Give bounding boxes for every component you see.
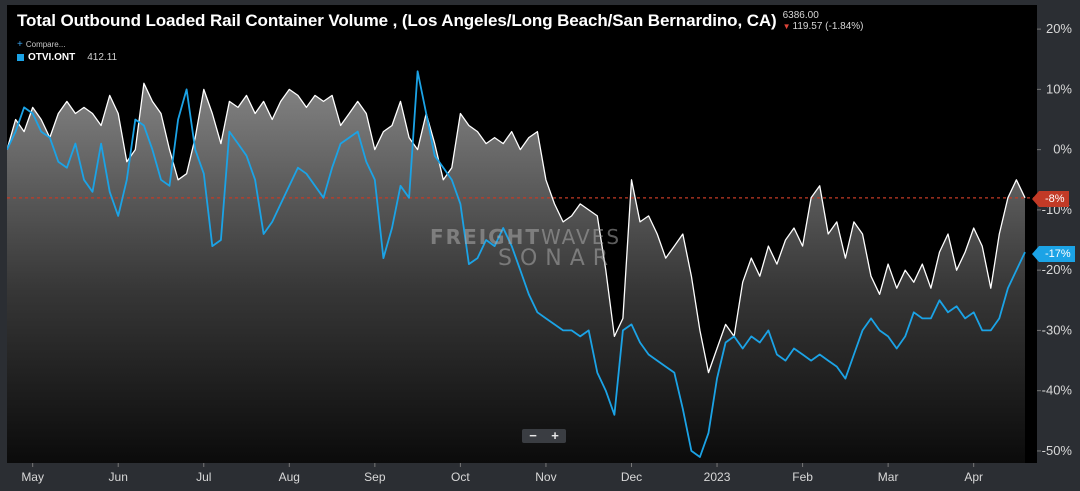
series-line-0 bbox=[7, 82, 1026, 374]
price-quote: 6386.00 ▼ 119.57 (-1.84%) bbox=[783, 10, 864, 32]
x-tick-label: Dec bbox=[621, 470, 642, 484]
x-tick-label: Sep bbox=[364, 470, 386, 484]
plot-area[interactable] bbox=[7, 5, 1037, 463]
x-tick-label: Feb bbox=[792, 470, 813, 484]
change-value: ▼ 119.57 (-1.84%) bbox=[783, 21, 864, 32]
series-line-1 bbox=[7, 70, 1026, 458]
legend: + Compare... OTVI.ONT 412.11 bbox=[17, 38, 117, 63]
y-tick-label: -50% bbox=[1042, 443, 1073, 458]
series-symbol: OTVI.ONT bbox=[28, 52, 76, 63]
chart-title: Total Outbound Loaded Rail Container Vol… bbox=[17, 11, 777, 30]
freightwaves-sonar-watermark: FREIGHTWAVES SONAR bbox=[430, 226, 621, 270]
x-tick-label: May bbox=[21, 470, 44, 484]
line-chart bbox=[7, 70, 1037, 463]
x-tick-label: Apr bbox=[964, 470, 983, 484]
series-value: 412.11 bbox=[87, 52, 118, 63]
zoom-in-button[interactable]: + bbox=[551, 428, 559, 443]
compare-label: Compare... bbox=[25, 40, 66, 49]
zoom-out-button[interactable]: − bbox=[529, 428, 537, 443]
x-tick-label: Aug bbox=[279, 470, 300, 484]
y-tick-label: -40% bbox=[1042, 383, 1073, 398]
x-tick-label: Oct bbox=[451, 470, 470, 484]
zoom-controls: − + bbox=[522, 429, 566, 443]
series-color-swatch bbox=[17, 54, 24, 61]
watermark-waves: WAVES bbox=[540, 225, 622, 249]
chart-header: Total Outbound Loaded Rail Container Vol… bbox=[17, 10, 864, 32]
series-area-0 bbox=[7, 83, 1025, 463]
y-tick-label: 0% bbox=[1053, 142, 1072, 157]
x-tick-label: 2023 bbox=[704, 470, 731, 484]
last-value-tag-white-series: -8% bbox=[1032, 191, 1069, 207]
y-tick-label: -30% bbox=[1042, 322, 1073, 337]
down-arrow-icon: ▼ bbox=[782, 22, 791, 31]
x-tick-label: Nov bbox=[535, 470, 556, 484]
change-text: 119.57 (-1.84%) bbox=[792, 21, 864, 32]
compare-button[interactable]: + Compare... bbox=[17, 38, 117, 50]
watermark-sonar: SONAR bbox=[498, 246, 617, 271]
last-value-tag-blue-series: -17% bbox=[1032, 246, 1075, 262]
y-tick-label: -20% bbox=[1042, 262, 1073, 277]
x-tick-label: Mar bbox=[878, 470, 899, 484]
x-tick-label: Jun bbox=[109, 470, 128, 484]
y-tick-label: 10% bbox=[1046, 81, 1072, 96]
x-tick-label: Jul bbox=[196, 470, 211, 484]
plus-icon: + bbox=[17, 38, 23, 50]
legend-item-otvi[interactable]: OTVI.ONT 412.11 bbox=[17, 52, 117, 63]
y-tick-label: 20% bbox=[1046, 21, 1072, 36]
watermark-freight: FREIGHT bbox=[430, 225, 541, 249]
last-value: 6386.00 bbox=[782, 10, 819, 21]
